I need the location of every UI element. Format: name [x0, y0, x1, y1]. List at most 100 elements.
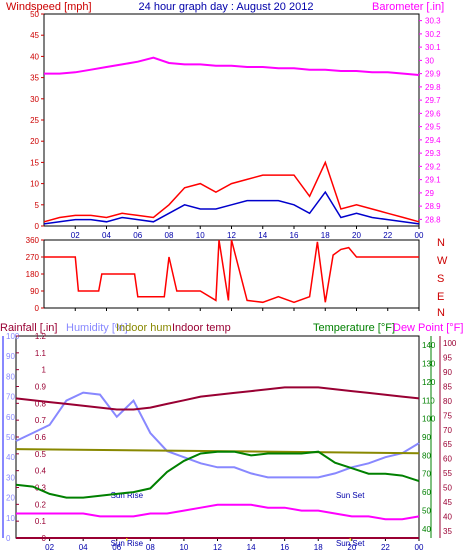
rain-y-tick-label: 1 — [42, 366, 47, 375]
temperature-axis-label: Temperature [°F] — [313, 322, 395, 334]
baro-y-tick-label: 29.7 — [425, 96, 441, 105]
baro-y-tick-label: 29.2 — [425, 162, 441, 171]
x-tick-label: 08 — [165, 231, 174, 240]
rainfall-axis-label: Rainfall [.in] — [0, 322, 57, 334]
direction-tick-e: E — [437, 291, 444, 303]
wind-y-tick-label: 40 — [30, 52, 39, 61]
rain-y-tick-label: 0.8 — [35, 399, 47, 408]
wind-y-tick-label: 15 — [30, 158, 39, 167]
baro-y-tick-label: 30.1 — [425, 43, 441, 52]
series-indoor_temp — [15, 386, 420, 411]
series-direction — [44, 239, 419, 304]
dewpoint-y-tick-label: 40 — [443, 512, 452, 521]
x-tick-label: 14 — [258, 231, 267, 240]
x-tick-label: 04 — [79, 543, 88, 552]
chart-title: 24 hour graph day : August 20 2012 — [139, 1, 314, 13]
sun-rise-marker: Sun Rise — [111, 491, 144, 500]
humidity-y-tick-label: 40 — [6, 453, 15, 462]
baro-y-tick-label: 30.2 — [425, 30, 441, 39]
dewpoint-y-tick-label: 80 — [443, 397, 452, 406]
x-tick-label: 10 — [196, 231, 205, 240]
direction-y-tick-label: 0 — [35, 304, 40, 313]
direction-y-tick-label: 90 — [30, 287, 39, 296]
x-tick-label: 06 — [133, 231, 142, 240]
sun-set-marker: Sun Set — [336, 491, 365, 500]
wind-y-tick-label: 0 — [35, 222, 40, 231]
temperature-y-tick-label: 40 — [422, 525, 431, 534]
direction-tick-w: W — [437, 255, 448, 267]
baro-y-tick-label: 30.3 — [425, 17, 441, 26]
x-tick-label: 22 — [381, 543, 390, 552]
wind-plot-frame — [43, 13, 420, 227]
baro-y-tick-label: 29.9 — [425, 70, 441, 79]
x-tick-label: 02 — [45, 543, 54, 552]
x-tick-label: 18 — [314, 543, 323, 552]
dewpoint-y-tick-label: 35 — [443, 527, 452, 536]
rain-y-tick-label: 1.1 — [35, 349, 47, 358]
windspeed-axis-label: Windspeed [mph] — [6, 1, 92, 13]
humidity-axis-label: Humidity [%] — [66, 322, 128, 334]
wind-y-tick-label: 10 — [30, 180, 39, 189]
temperature-y-tick-label: 90 — [422, 433, 431, 442]
x-tick-label: 20 — [347, 543, 356, 552]
direction-y-tick-label: 270 — [26, 253, 40, 262]
direction-y-tick-label: 360 — [26, 236, 40, 245]
temperature-y-tick-label: 80 — [422, 451, 431, 460]
sun-rise-label: Sun Rise — [111, 539, 144, 548]
series-barometer — [44, 56, 420, 76]
x-tick-label: 20 — [352, 231, 361, 240]
x-tick-label: 18 — [321, 231, 330, 240]
baro-y-tick-label: 29.3 — [425, 149, 441, 158]
baro-y-tick-label: 29.8 — [425, 83, 441, 92]
humidity-y-tick-label: 60 — [6, 413, 15, 422]
dewpoint-y-tick-label: 60 — [443, 455, 452, 464]
direction-y-tick-label: 180 — [26, 270, 40, 279]
dewpoint-y-tick-label: 70 — [443, 426, 452, 435]
wind-y-tick-label: 45 — [30, 31, 39, 40]
humidity-y-tick-label: 0 — [6, 534, 11, 543]
x-tick-label: 14 — [247, 543, 256, 552]
rain-y-tick-label: 0.9 — [35, 383, 47, 392]
dewpoint-y-tick-label: 100 — [443, 339, 457, 348]
wind-y-tick-label: 25 — [30, 116, 39, 125]
series-dewpoint — [16, 503, 420, 521]
temperature-y-tick-label: 140 — [422, 341, 436, 350]
barometer-axis-label: Barometer [.in] — [372, 1, 444, 13]
temperature-y-tick-label: 50 — [422, 506, 431, 515]
wind-y-tick-label: 35 — [30, 74, 39, 83]
wind-y-tick-label: 30 — [30, 95, 39, 104]
x-tick-label: 00 — [415, 231, 424, 240]
direction-tick-n-top: N — [437, 237, 445, 249]
humidity-y-tick-label: 90 — [6, 352, 15, 361]
x-tick-label: 08 — [146, 543, 155, 552]
temperature-y-tick-label: 100 — [422, 415, 436, 424]
temperature-y-tick-label: 110 — [422, 396, 435, 405]
x-tick-label: 04 — [102, 231, 111, 240]
humidity-y-tick-label: 80 — [6, 372, 15, 381]
baro-y-tick-label: 29.6 — [425, 109, 441, 118]
sun-set-label: Sun Set — [336, 539, 365, 548]
direction-tick-n-bottom: N — [437, 307, 445, 319]
wind-y-tick-label: 5 — [35, 201, 40, 210]
wind-y-tick-label: 50 — [30, 10, 39, 19]
dewpoint-y-tick-label: 50 — [443, 484, 452, 493]
humidity-y-tick-label: 50 — [6, 433, 15, 442]
series-wind_avg — [43, 190, 420, 225]
dewpoint-axis-label: Dew Point [°F] — [393, 322, 463, 334]
rain-y-tick-label: 1.2 — [35, 332, 47, 341]
humidity-y-tick-label: 10 — [6, 514, 15, 523]
rain-y-tick-label: 0.1 — [35, 517, 47, 526]
series-temperature — [15, 450, 420, 499]
rain-y-tick-label: 0.7 — [35, 416, 47, 425]
x-tick-label: 12 — [227, 231, 236, 240]
x-tick-label: 02 — [71, 231, 80, 240]
rain-y-tick-label: 0.4 — [35, 467, 47, 476]
rain-y-tick-label: 0.2 — [35, 500, 47, 509]
series-wind_gust — [43, 160, 420, 223]
dewpoint-y-tick-label: 45 — [443, 498, 452, 507]
dewpoint-y-tick-label: 75 — [443, 411, 452, 420]
temperature-plot-frame — [15, 335, 420, 539]
x-tick-label: 16 — [290, 231, 299, 240]
